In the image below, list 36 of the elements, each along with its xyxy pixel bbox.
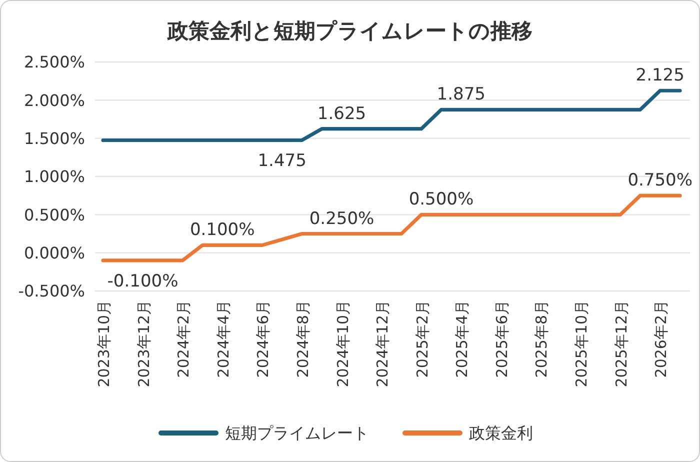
x-tick-label: 2025年2月 xyxy=(413,300,432,378)
x-tick-label: 2025年4月 xyxy=(453,300,472,378)
x-tick-label: 2025年12月 xyxy=(612,300,630,388)
data-label: 0.250% xyxy=(309,208,374,229)
y-tick-label: -0.500% xyxy=(18,282,85,301)
data-label: 0.750% xyxy=(628,170,693,191)
data-label: -0.100% xyxy=(107,271,178,292)
y-tick-label: 2.000% xyxy=(24,90,85,110)
chart-title: 政策金利と短期プライムレートの推移 xyxy=(166,19,532,43)
data-label: 1.475 xyxy=(258,151,306,172)
y-tick-label: 1.000% xyxy=(24,167,85,186)
x-tick-label: 2025年8月 xyxy=(532,300,551,378)
x-tick-label: 2025年6月 xyxy=(492,300,511,378)
y-tick-label: 0.500% xyxy=(24,205,85,224)
data-label: 1.625 xyxy=(317,104,366,124)
x-tick-label: 2023年12月 xyxy=(134,300,153,388)
legend-label: 短期プライムレート xyxy=(225,424,369,443)
legend-label: 政策金利 xyxy=(469,424,533,443)
line-series xyxy=(101,88,682,142)
y-tick-label: 1.500% xyxy=(24,128,85,148)
data-label: 2.125 xyxy=(636,66,684,86)
x-tick-label: 2023年10月 xyxy=(95,300,113,388)
x-tick-label: 2024年2月 xyxy=(174,300,193,378)
x-tick-label: 2024年6月 xyxy=(254,300,272,378)
x-tick-label: 2024年12月 xyxy=(374,300,392,388)
x-tick-label: 2024年4月 xyxy=(214,300,232,378)
x-tick-label: 2024年10月 xyxy=(334,300,352,388)
y-tick-label: 0.000% xyxy=(24,243,85,262)
y-tick-label: 2.500% xyxy=(24,52,85,72)
data-label: 0.100% xyxy=(190,220,255,240)
x-tick-label: 2024年8月 xyxy=(294,300,312,378)
x-tick-label: 2026年2月 xyxy=(652,300,670,378)
data-label: 0.500% xyxy=(408,190,474,210)
x-tick-label: 2025年10月 xyxy=(572,300,591,388)
data-label: 1.875 xyxy=(436,84,486,105)
line-series xyxy=(101,194,682,262)
